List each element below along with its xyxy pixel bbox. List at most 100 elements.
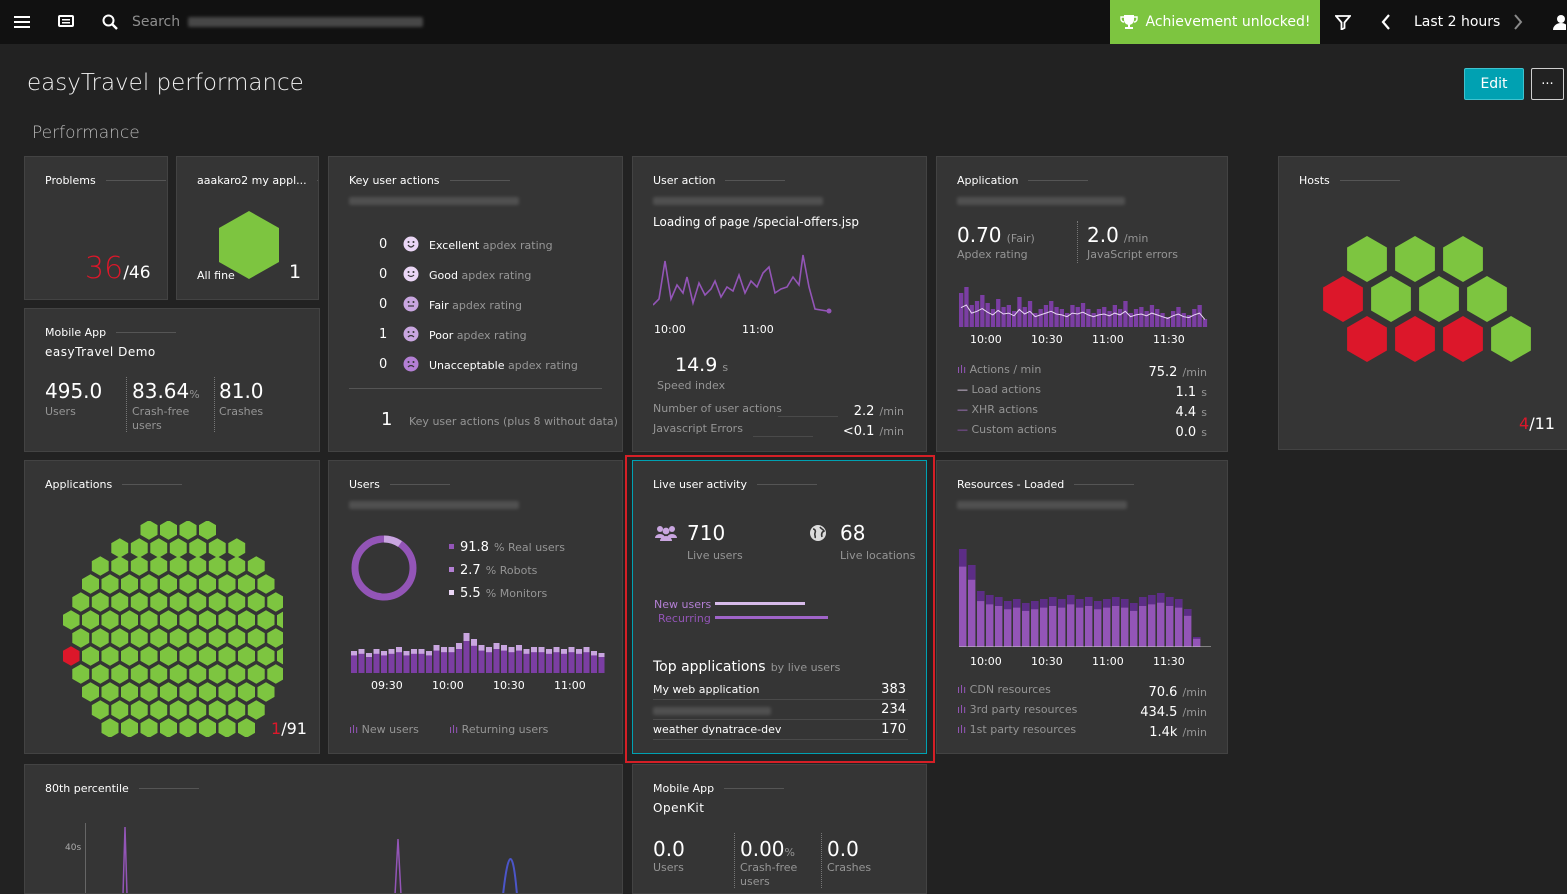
metric-value: 75.2 /min [1148,365,1208,380]
users-bar-new [373,649,380,654]
users-bar [561,649,567,673]
application-hexagon [189,556,207,576]
users-bar-chart [351,633,605,673]
live-user-activity-tile[interactable]: Live user activity 710 Live users 68 Liv… [632,460,927,754]
apdex-face-icon [403,296,419,312]
resource-bar-3rd [1031,601,1039,610]
actions-bar [1107,311,1112,327]
apdex-count: 0 [379,267,388,282]
resource-bar-1st [1184,609,1192,647]
application-hexagon [130,592,148,612]
problems-tile[interactable]: Problems 36/46 [24,156,168,300]
users-bar-new [486,647,492,653]
mobile-app-tile-openkit[interactable]: Mobile App OpenKit 0.0 Users 0.00% Crash… [632,764,927,894]
apdex-rating-row[interactable]: Poor apdex rating [429,329,527,342]
edit-button[interactable]: Edit [1464,68,1524,100]
key-user-actions-tile[interactable]: Key user actions 0 Excellent apdex rating… [328,156,623,452]
mobile-app-tile[interactable]: Mobile App easyTravel Demo 495.0 Users 8… [24,308,320,452]
applications-tile[interactable]: Applications 1/91 [24,460,320,754]
actions-bar [1171,311,1176,327]
obscured-application-name[interactable] [653,707,771,715]
application-hexagon [82,574,99,594]
chevron-left-icon[interactable] [1375,0,1397,44]
application-hexagon [150,664,168,684]
actions-bar [1155,309,1160,327]
application-hexagon [130,664,148,684]
search-input[interactable]: Search [98,0,428,44]
apdex-rating-row[interactable]: Excellent apdex rating [429,239,553,252]
more-options-button[interactable]: ··· [1531,68,1564,100]
apdex-face-icon [403,326,419,342]
resource-bar-1st [1193,637,1201,647]
application-hexagon [208,628,226,648]
section-title: Performance [32,123,140,143]
resource-bar-1st [1022,603,1030,647]
application-hexagon [150,556,168,576]
users-bar [441,647,447,673]
filter-icon[interactable] [1330,0,1356,44]
metric-value: <0.1 /min [842,424,904,439]
host-hexagon [1467,276,1507,322]
top-application-value: 234 [881,702,906,717]
user-action-tile[interactable]: User action Loading of page /special-off… [632,156,927,452]
top-application-name[interactable]: My web application [653,683,760,696]
application-hexagon [228,538,246,558]
screen-icon[interactable] [52,0,80,44]
achievement-button[interactable]: Achievement unlocked! [1110,0,1320,44]
actions-bar [1192,309,1197,327]
application-hexagon [91,664,109,684]
apdex-label: Apdex rating [957,248,1028,261]
user-icon[interactable] [1550,0,1567,44]
application-hexagon [179,610,197,630]
users-tile[interactable]: Users 91.8 % Real users 2.7 % Robots 5.5 %… [328,460,623,754]
apdex-rating-row[interactable]: Good apdex rating [429,269,532,282]
chevron-right-icon[interactable] [1507,0,1529,44]
users-bar [538,647,545,673]
actions-bar [1123,301,1128,327]
application-hexagon [169,538,187,558]
resources-loaded-tile[interactable]: Resources - Loaded 10:00 10:30 11:00 11:30 … [936,460,1228,754]
search-icon [102,14,118,30]
users-bar [508,647,515,673]
apdex-count: 1 [379,327,388,342]
actions-bar [1054,307,1059,327]
users-bar [426,651,432,673]
host-hexagon [1491,316,1531,362]
resource-bar-1st [1094,601,1102,647]
application-hexagon [179,682,197,702]
apdex-value: 0.70 (Fair) [957,223,1035,247]
menu-icon[interactable] [8,0,36,44]
resource-bar-3rd [1013,599,1021,608]
application-hexagon [101,574,119,594]
percentile-tile[interactable]: 80th percentile 40s [24,764,623,894]
js-errors-label: JavaScript errors [1087,248,1178,261]
application-hexagon [228,700,246,720]
tile-title: Hosts [1299,174,1400,187]
apdex-rating-row[interactable]: Fair apdex rating [429,299,523,312]
users-group-icon [655,526,677,541]
application-hexagon [130,538,148,558]
apdex-face-icon [403,356,419,372]
application-hexagon [111,628,129,648]
tile-title: User action [653,174,785,187]
users-bar-new [403,651,410,656]
app-health-hexagon [219,211,279,279]
users-bar [373,649,380,673]
application-tile[interactable]: Application 0.70 (Fair) Apdex rating 2.0… [936,156,1228,452]
metric-value: 1.1 s [1175,385,1207,400]
application-hexagon [130,556,148,576]
users-bar-new [561,649,567,654]
users-bar-new [591,651,597,656]
users-bar [366,653,372,673]
application-hexagon [130,628,148,648]
application-hexagon [179,574,197,594]
live-locations-value: 68 [840,521,866,545]
resource-bar-3rd [1112,597,1120,606]
apdex-rating-row[interactable]: Unacceptable apdex rating [429,359,578,372]
application-health-tile[interactable]: aaakaro2 my appl... All fine 1 [176,156,319,300]
timeframe-selector[interactable]: Last 2 hours [1414,14,1501,30]
hosts-tile[interactable]: Hosts 4/11 [1278,156,1567,450]
application-hexagon [189,538,207,558]
top-application-name[interactable]: weather dynatrace-dev [653,723,782,736]
obscured-app-name [653,197,823,205]
